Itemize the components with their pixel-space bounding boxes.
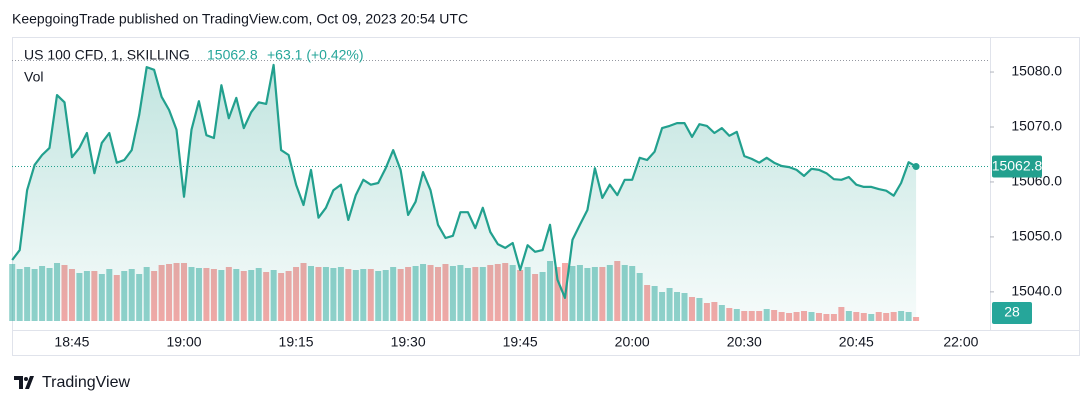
marks xyxy=(9,63,990,322)
x-tick-label: 19:15 xyxy=(279,334,314,350)
last-volume-box xyxy=(992,302,1032,324)
chart-title: US 100 CFD, 1, SKILLING xyxy=(24,47,190,63)
x-tick-label: 20:45 xyxy=(839,334,874,350)
y-tick-label: 15050.0 xyxy=(1011,228,1062,244)
y-tick-label: 15040.0 xyxy=(1011,283,1062,299)
price-area xyxy=(12,64,917,322)
y-tick-label: 15070.0 xyxy=(1011,118,1062,134)
x-tick-label: 19:45 xyxy=(503,334,538,350)
attribution: KeepgoingTrade published on TradingView.… xyxy=(12,11,468,27)
brand: TradingView xyxy=(42,374,130,391)
x-tick-label: 19:00 xyxy=(166,334,201,350)
last-volume-label: 28 xyxy=(1004,304,1020,320)
chart-frame xyxy=(12,37,1080,356)
x-tick-label: 18:45 xyxy=(54,334,89,350)
x-tick-label: 20:30 xyxy=(727,334,762,350)
y-tick-label: 15080.0 xyxy=(1011,63,1062,79)
last-price-box xyxy=(992,155,1042,178)
brand-logo xyxy=(14,376,34,389)
x-tick-label: 20:00 xyxy=(615,334,650,350)
header-price: 15062.8 xyxy=(207,47,258,63)
header-change: +63.1 (+0.42%) xyxy=(267,47,364,63)
x-tick-label: 19:30 xyxy=(391,334,426,350)
price-line xyxy=(11,63,917,299)
x-tick-label: 22:00 xyxy=(943,334,978,350)
last-price-label: 15062.8 xyxy=(992,157,1043,173)
last-point xyxy=(912,163,920,171)
volume-legend: Vol xyxy=(24,69,43,85)
